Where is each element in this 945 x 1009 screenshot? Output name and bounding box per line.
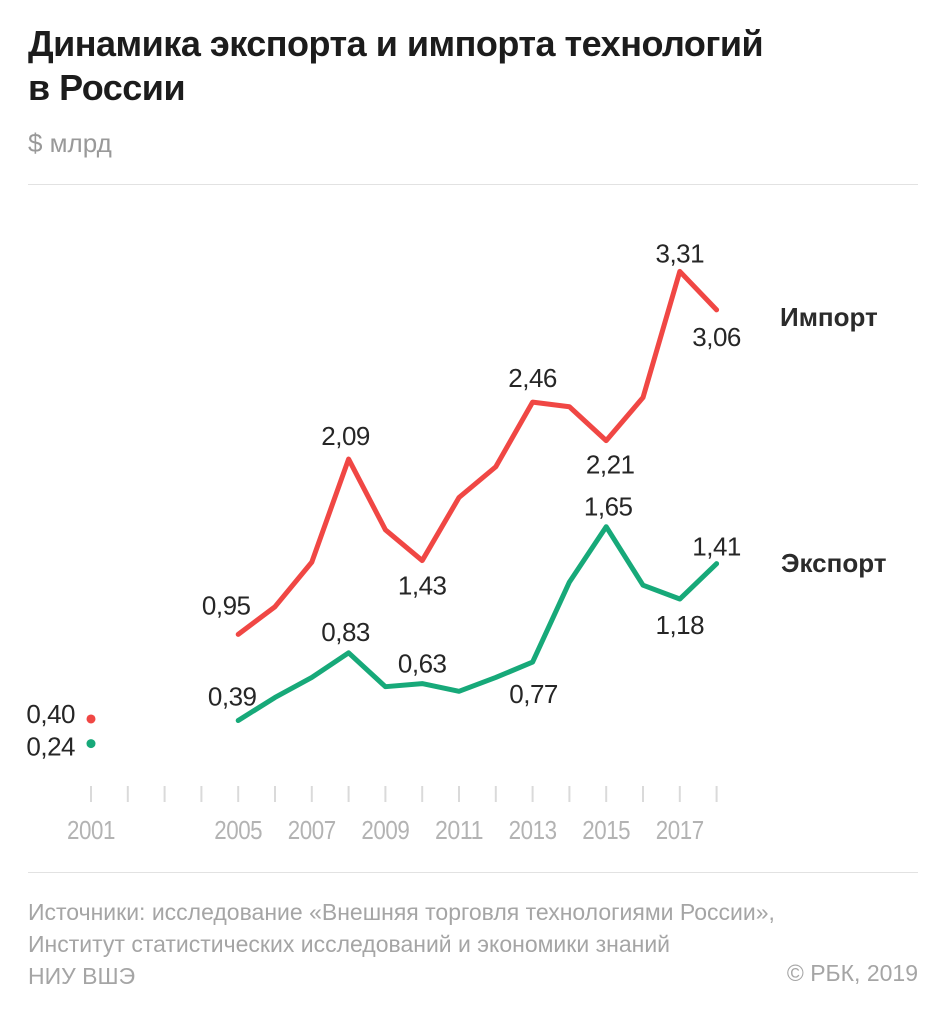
export-2001-dot bbox=[86, 739, 96, 749]
x-axis-label: 2007 bbox=[288, 815, 336, 845]
source-line: НИУ ВШЭ bbox=[28, 963, 136, 989]
x-axis-label: 2017 bbox=[656, 815, 704, 845]
import-value-label: 2,09 bbox=[321, 421, 370, 451]
export-2001-value-label: 0,24 bbox=[26, 732, 75, 762]
source-line: Институт статистических исследований и э… bbox=[28, 931, 671, 957]
import-value-label: 1,43 bbox=[398, 571, 447, 601]
source-line: Источники: исследование «Внешняя торговл… bbox=[28, 899, 775, 925]
import-value-label: 2,21 bbox=[586, 450, 635, 480]
export-value-label: 0,83 bbox=[321, 617, 370, 647]
bottom-divider bbox=[28, 872, 918, 873]
import-legend-label: Импорт bbox=[780, 302, 878, 332]
x-axis-label: 2009 bbox=[361, 815, 409, 845]
export-value-label: 1,65 bbox=[584, 492, 633, 522]
import-value-label: 0,95 bbox=[202, 590, 251, 620]
import-value-label: 3,31 bbox=[655, 238, 704, 268]
line-chart: 2001 2005 2007 2009 2011 2013 2015 2017 0,40 0,95… bbox=[26, 238, 887, 845]
x-axis-label: 2005 bbox=[214, 815, 262, 845]
import-value-label: 3,06 bbox=[692, 322, 741, 352]
x-axis-label: 2001 bbox=[67, 815, 115, 845]
unit-label: $ млрд bbox=[28, 128, 112, 158]
copyright-credit: © РБК, 2019 bbox=[786, 960, 918, 986]
source-note: Источники: исследование «Внешняя торговл… bbox=[28, 896, 917, 992]
top-divider bbox=[28, 184, 918, 185]
import-2001-dot bbox=[86, 714, 96, 724]
export-value-label: 0,39 bbox=[208, 682, 257, 712]
export-line bbox=[235, 524, 720, 724]
import-line bbox=[235, 268, 720, 637]
chart-title: Динамика экспорта и импорта технологий в… bbox=[28, 23, 764, 108]
export-value-label: 0,77 bbox=[509, 679, 558, 709]
export-legend-label: Экспорт bbox=[781, 548, 887, 578]
export-value-label: 1,41 bbox=[692, 532, 741, 562]
export-value-label: 1,18 bbox=[655, 610, 704, 640]
x-axis-label: 2013 bbox=[509, 815, 557, 845]
x-axis-label: 2011 bbox=[435, 815, 483, 845]
import-value-label: 2,46 bbox=[508, 363, 557, 393]
export-value-label: 0,63 bbox=[398, 649, 447, 679]
import-2001-value-label: 0,40 bbox=[26, 699, 75, 729]
x-axis-label: 2015 bbox=[582, 815, 630, 845]
